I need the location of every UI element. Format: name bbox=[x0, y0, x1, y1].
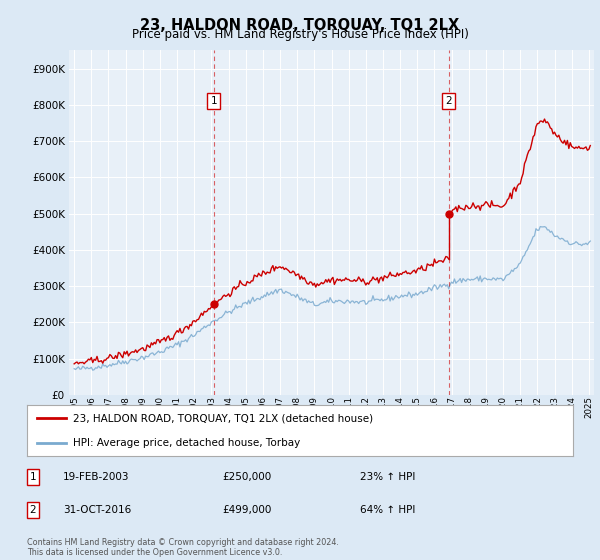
Text: 2: 2 bbox=[445, 96, 452, 106]
Text: £499,000: £499,000 bbox=[222, 505, 271, 515]
Text: HPI: Average price, detached house, Torbay: HPI: Average price, detached house, Torb… bbox=[73, 438, 301, 448]
Text: 23% ↑ HPI: 23% ↑ HPI bbox=[360, 472, 415, 482]
Point bbox=[444, 209, 454, 218]
Text: 23, HALDON ROAD, TORQUAY, TQ1 2LX: 23, HALDON ROAD, TORQUAY, TQ1 2LX bbox=[140, 18, 460, 33]
Text: 64% ↑ HPI: 64% ↑ HPI bbox=[360, 505, 415, 515]
Text: £250,000: £250,000 bbox=[222, 472, 271, 482]
Text: 23, HALDON ROAD, TORQUAY, TQ1 2LX (detached house): 23, HALDON ROAD, TORQUAY, TQ1 2LX (detac… bbox=[73, 413, 374, 423]
Text: 31-OCT-2016: 31-OCT-2016 bbox=[63, 505, 131, 515]
Text: 2: 2 bbox=[29, 505, 37, 515]
Text: Price paid vs. HM Land Registry's House Price Index (HPI): Price paid vs. HM Land Registry's House … bbox=[131, 28, 469, 41]
Text: 19-FEB-2003: 19-FEB-2003 bbox=[63, 472, 130, 482]
Point bbox=[209, 300, 218, 309]
Text: 1: 1 bbox=[211, 96, 217, 106]
Text: 1: 1 bbox=[29, 472, 37, 482]
Text: Contains HM Land Registry data © Crown copyright and database right 2024.
This d: Contains HM Land Registry data © Crown c… bbox=[27, 538, 339, 557]
